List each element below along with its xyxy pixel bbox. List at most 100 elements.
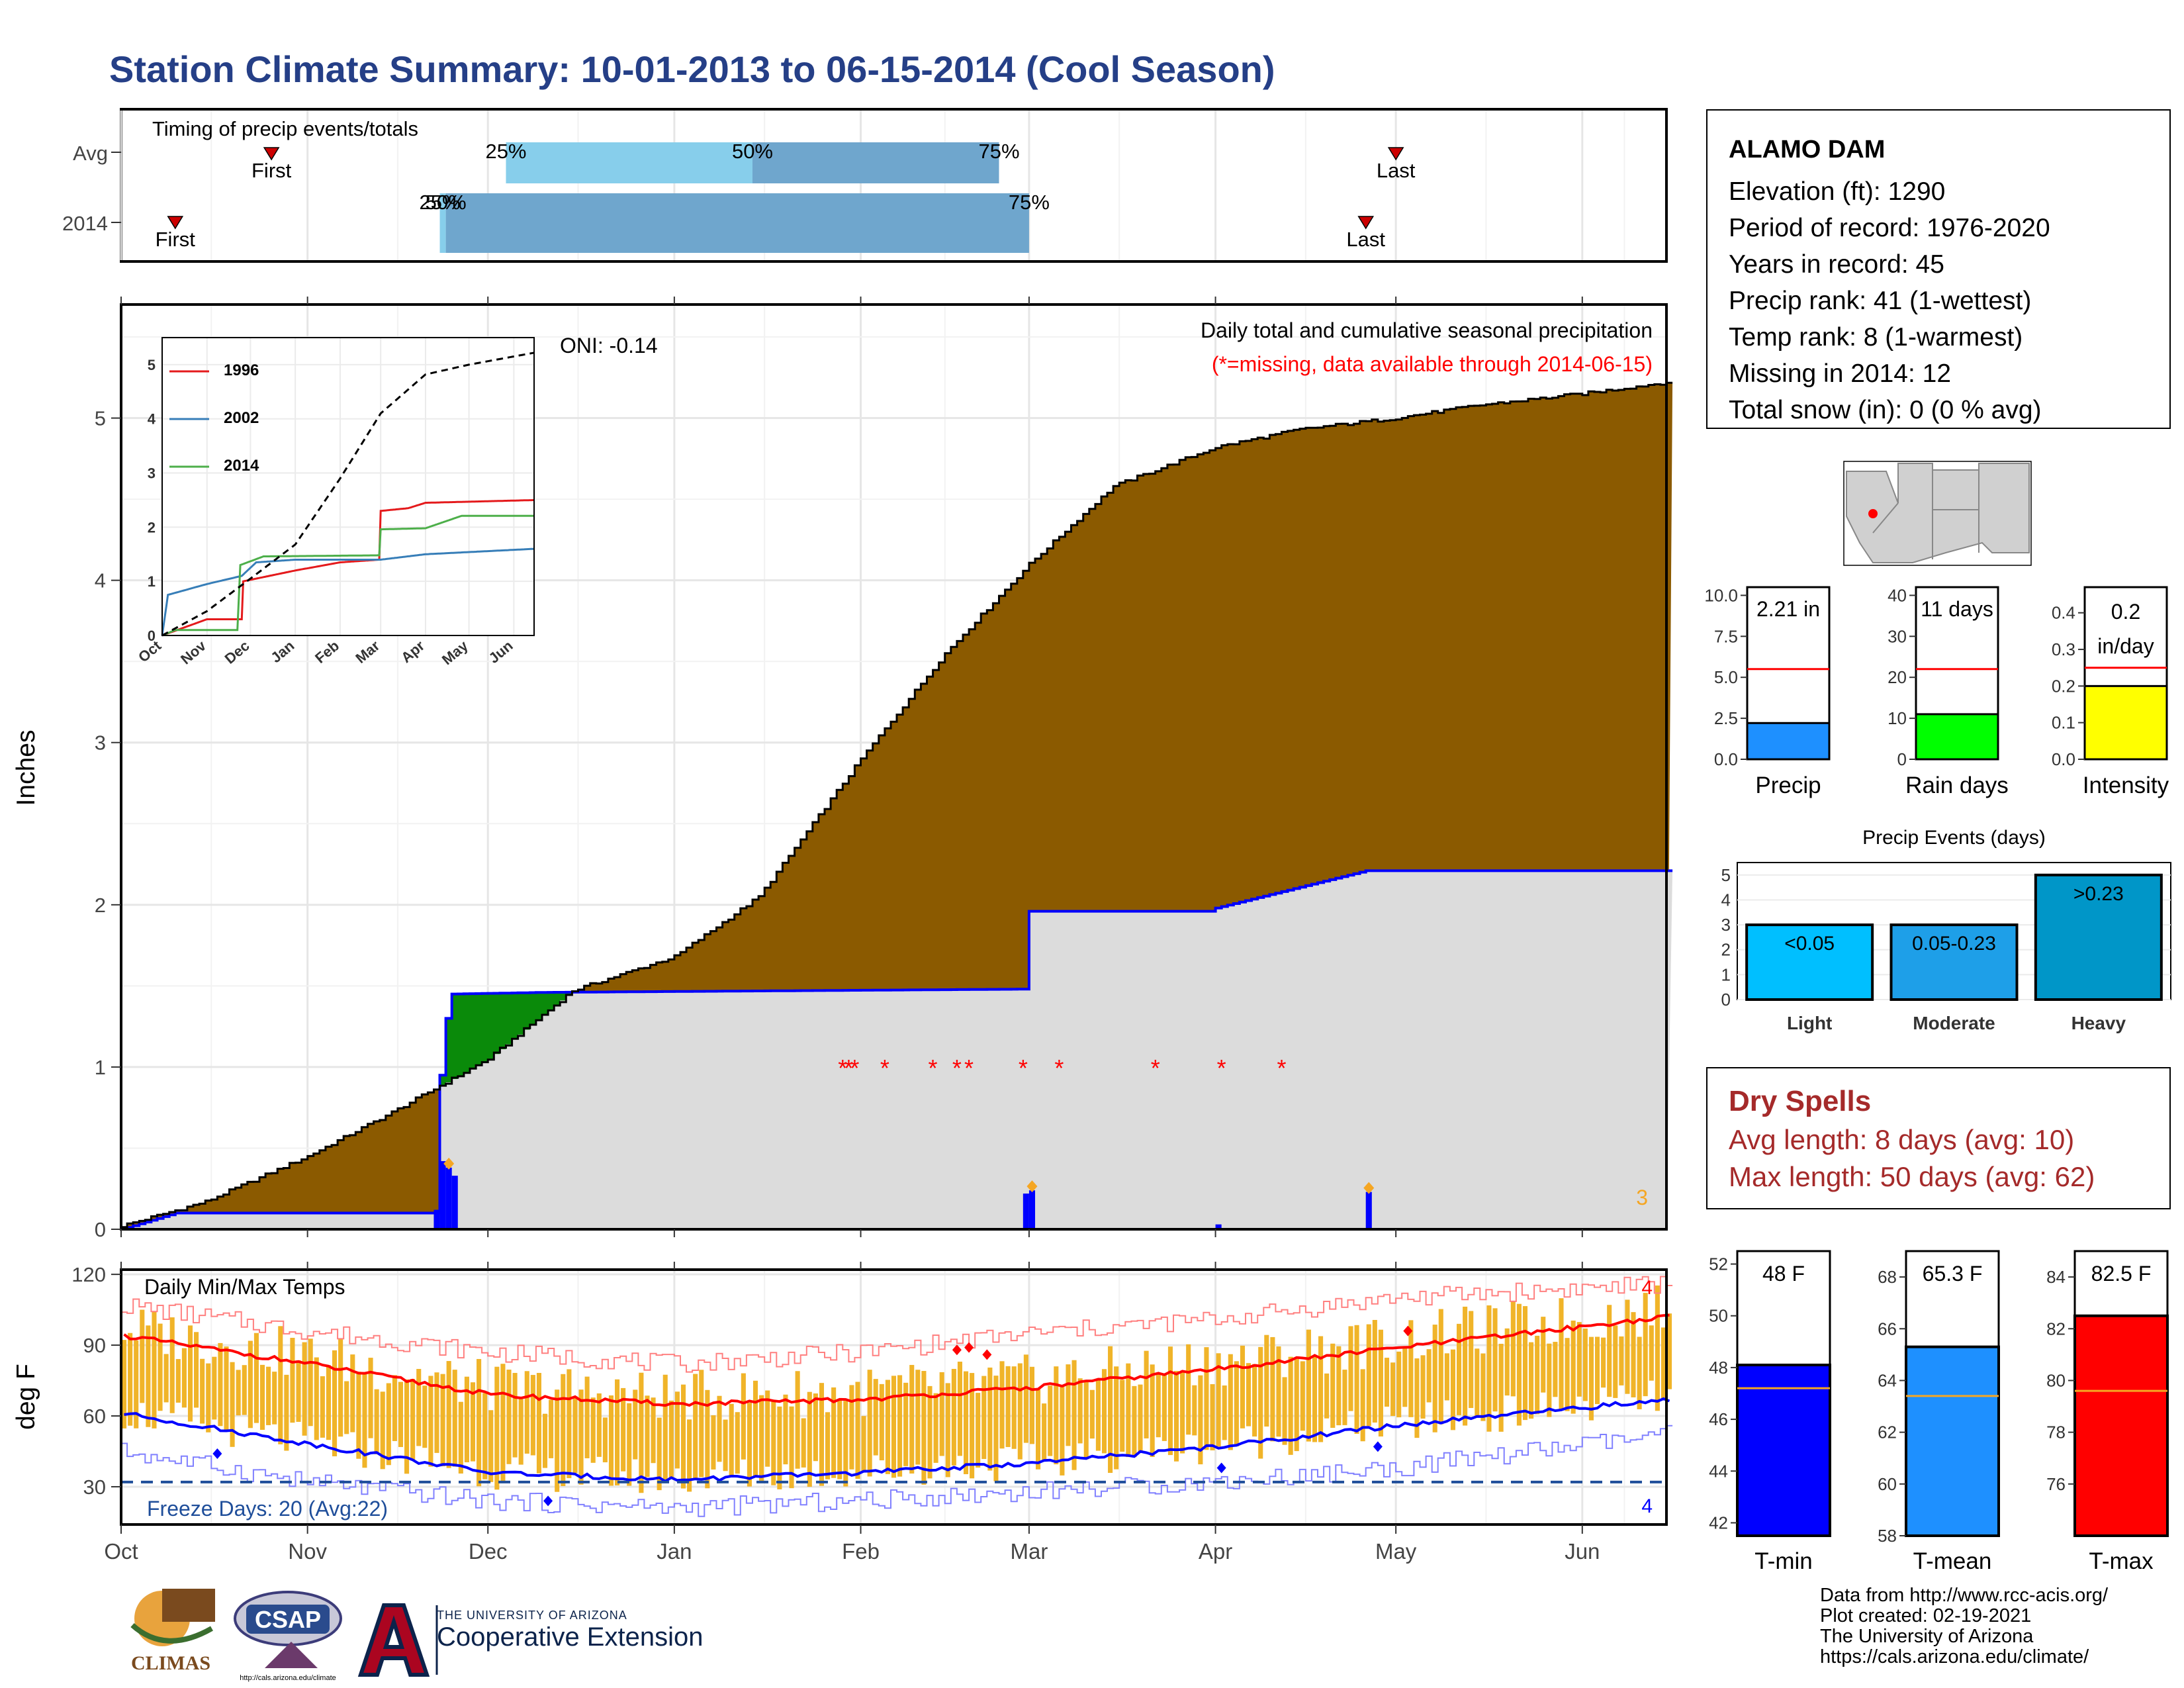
- ua-big-text: Cooperative Extension: [437, 1622, 704, 1652]
- timing-heading: Timing of precip events/totals: [152, 117, 418, 140]
- summary-bar-label: Intensity: [2083, 773, 2169, 798]
- daily-temp-bar: [1005, 1366, 1011, 1447]
- daily-temp-bar: [1180, 1372, 1185, 1454]
- timing-p75-label: 75%: [1009, 191, 1050, 214]
- missing-day-marker: *: [838, 1055, 847, 1082]
- daily-temp-bar: [152, 1311, 157, 1429]
- events-title: Precip Events (days): [1862, 827, 2046, 849]
- daily-temp-bar: [1144, 1350, 1149, 1438]
- daily-temp-bar: [253, 1333, 259, 1423]
- daily-temp-bar: [1631, 1312, 1636, 1397]
- daily-temp-bar: [1342, 1370, 1347, 1425]
- daily-temp-bar: [1607, 1305, 1612, 1397]
- daily-temp-bar: [392, 1375, 397, 1441]
- missing-day-marker: *: [964, 1055, 974, 1082]
- daily-precip-bar: [445, 1167, 452, 1229]
- daily-temp-bar: [572, 1396, 578, 1474]
- daily-temp-bar: [266, 1366, 271, 1425]
- daily-temp-bar: [849, 1385, 854, 1470]
- daily-temp-bar: [1582, 1328, 1588, 1401]
- station-period: Period of record: 1976-2020: [1729, 214, 2050, 242]
- daily-temp-bar: [976, 1393, 981, 1468]
- daily-temp-bar: [891, 1376, 897, 1478]
- daily-temp-bar: [320, 1376, 325, 1438]
- daily-temp-bar: [867, 1370, 872, 1477]
- daily-temp-bar: [344, 1381, 349, 1434]
- daily-temp-bar: [1438, 1309, 1443, 1425]
- record-temp-marker: [543, 1495, 553, 1507]
- station-missing: Missing in 2014: 12: [1729, 359, 1952, 388]
- daily-temp-bar: [398, 1382, 404, 1447]
- events-category-label: Heavy: [2071, 1013, 2126, 1033]
- daily-temp-bar: [873, 1379, 878, 1456]
- daily-temp-bar: [194, 1332, 199, 1408]
- precip-event-count: 3: [1636, 1186, 1648, 1209]
- missing-day-marker: *: [1277, 1055, 1287, 1082]
- max-event-marker: [1363, 1182, 1375, 1194]
- daily-temp-bar: [1486, 1305, 1492, 1432]
- inset-series-2002: [161, 547, 535, 636]
- inset-legend-label: 2014: [224, 457, 259, 475]
- daily-precip-bar: [451, 1176, 458, 1229]
- daily-temp-bar: [1384, 1358, 1390, 1407]
- xaxis-tick-label: May: [1375, 1539, 1417, 1564]
- daily-temp-bar: [1516, 1303, 1522, 1426]
- timing-row-avg-label: Avg: [73, 142, 108, 165]
- missing-day-marker: *: [1054, 1055, 1064, 1082]
- temp-ytick-label: 30: [83, 1476, 106, 1499]
- precip-ytick-label: 5: [95, 407, 106, 430]
- daily-temp-bar: [536, 1373, 541, 1474]
- timing-p50-label: 50%: [426, 191, 467, 214]
- daily-temp-bar: [939, 1372, 944, 1456]
- daily-temp-bar: [482, 1393, 488, 1479]
- xaxis-tick-label: Mar: [1011, 1539, 1048, 1564]
- daily-temp-bar: [1378, 1329, 1383, 1437]
- daily-temp-bar: [314, 1357, 319, 1440]
- precip-legend-line2: (*=missing, data available through 2014-…: [1212, 352, 1653, 376]
- summary-bar-tick-label: 0: [1897, 749, 1907, 769]
- daily-temp-bar: [1450, 1349, 1456, 1430]
- daily-temp-bar: [831, 1387, 837, 1478]
- year-cumulative-area: [121, 870, 1673, 1229]
- daily-temp-bar: [248, 1340, 253, 1429]
- daily-temp-bar: [993, 1376, 999, 1481]
- summary-bar-tick-label: 0.1: [2052, 713, 2075, 733]
- daily-temp-bar: [1336, 1346, 1342, 1426]
- daily-temp-bar: [1228, 1354, 1233, 1450]
- temp-summary-tick-label: 52: [1709, 1254, 1728, 1274]
- daily-temp-bar: [380, 1391, 385, 1470]
- daily-temp-bar: [645, 1395, 650, 1477]
- daily-temp-bar: [1252, 1364, 1257, 1437]
- daily-temp-bar: [1637, 1336, 1642, 1409]
- precip-ytick-label: 2: [95, 894, 106, 917]
- daily-temp-bar: [596, 1393, 602, 1457]
- daily-temp-bar: [1083, 1380, 1089, 1460]
- daily-temp-bar: [542, 1413, 548, 1468]
- daily-temp-bar: [1036, 1389, 1041, 1470]
- timing-panel: Timing of precip events/totals Avg 2014 …: [62, 108, 1668, 263]
- csap-logo-text: CSAP: [255, 1606, 321, 1633]
- daily-temp-bar: [230, 1362, 235, 1447]
- inset-legend-label: 2002: [224, 409, 259, 427]
- summary-bar-value-label: 0.2: [2111, 600, 2140, 624]
- missing-day-marker: *: [1151, 1055, 1160, 1082]
- daily-temp-bar: [1108, 1346, 1113, 1474]
- daily-temp-bar: [819, 1383, 825, 1486]
- daily-precip-bar: [1028, 1190, 1036, 1229]
- temp-summary-tick-label: 66: [1878, 1319, 1897, 1338]
- timing-p25-label: 25%: [485, 140, 526, 163]
- events-tick-label: 4: [1721, 890, 1731, 910]
- daily-temp-bar: [1258, 1346, 1263, 1459]
- daily-temp-bar: [807, 1391, 812, 1487]
- station-snow: Total snow (in): 0 (0 % avg): [1729, 396, 2042, 424]
- summary-bar-value: [1915, 713, 1999, 761]
- daily-temp-bar: [338, 1338, 343, 1437]
- daily-precip-bar: [1215, 1224, 1222, 1229]
- temp-summary-label: T-max: [2089, 1548, 2154, 1574]
- daily-temp-bar: [903, 1382, 909, 1466]
- temp-summary-bar: [1736, 1364, 1831, 1537]
- events-tick-label: 2: [1721, 940, 1731, 960]
- station-temp-rank: Temp rank: 8 (1-warmest): [1729, 323, 2023, 352]
- temp-summary-value-label: 48 F: [1762, 1262, 1805, 1286]
